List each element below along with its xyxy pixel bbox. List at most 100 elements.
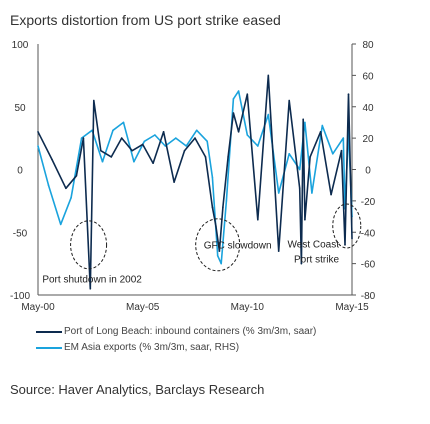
- series-line-em-asia-exports-point: [112, 129, 114, 132]
- series-line-port-long-beach-point: [222, 206, 224, 208]
- series-line-port-long-beach-point: [194, 137, 196, 139]
- chart-axes: 100 50 0 -50 -100 80 60 40 20 0 -20 -40 -60 -80 May-00…: [10, 40, 376, 313]
- y-left-tick-label: 50: [14, 103, 26, 114]
- series-line-port-long-beach-point: [37, 131, 39, 133]
- chart-title: Exports distortion from US port strike e…: [10, 12, 281, 28]
- legend-label-port: Port of Long Beach: inbound containers (…: [64, 326, 317, 337]
- x-tick-label: May-10: [231, 302, 265, 313]
- y-right-tick-label: 20: [362, 134, 374, 145]
- series-line-port-long-beach-point: [246, 93, 249, 95]
- series-line-em-asia-exports-point: [311, 192, 313, 194]
- series-line-port-long-beach-point: [162, 131, 165, 133]
- annotation-label: Port shutdown in 2002: [42, 274, 142, 285]
- series-line-port-long-beach-point: [93, 99, 95, 102]
- annotation-label: West Coast: [288, 239, 340, 250]
- series-line-em-asia-exports-point: [216, 255, 219, 257]
- series-line-port-long-beach-point: [232, 112, 235, 114]
- source-note: Source: Haver Analytics, Barclays Resear…: [10, 382, 265, 397]
- series-line-em-asia-exports-point: [143, 140, 146, 143]
- series-line-port-long-beach-point: [309, 156, 311, 158]
- series-line-port-long-beach-point: [75, 175, 78, 177]
- series-line-port-long-beach-point: [288, 99, 291, 102]
- series-line-em-asia-exports-point: [59, 223, 62, 226]
- series-line-port-long-beach-point: [110, 156, 113, 158]
- series-line-port-long-beach-point: [277, 250, 280, 252]
- highlight-circle: [332, 203, 362, 249]
- series-line-em-asia-exports-point: [122, 121, 125, 124]
- legend-item-em: EM Asia exports (% 3m/3m, saar, RHS): [36, 342, 239, 353]
- x-tick-label: May-00: [21, 302, 55, 313]
- series-line-port-long-beach-point: [131, 149, 133, 152]
- x-tick-label: May-05: [126, 302, 160, 313]
- series-line-em-asia-exports-point: [277, 192, 280, 194]
- legend-swatch-port: [36, 330, 62, 333]
- series-line-port-long-beach-point: [204, 156, 207, 158]
- series-line-port-long-beach-point: [120, 137, 123, 139]
- y-right-tick-label: -80: [361, 291, 376, 302]
- series-line-port-long-beach-point: [237, 131, 240, 133]
- y-right-tick-label: -60: [361, 260, 376, 271]
- y-right-tick-label: 60: [362, 71, 374, 82]
- y-right-tick-label: 80: [362, 40, 374, 51]
- series-line-em-asia-exports-point: [80, 137, 83, 139]
- highlight-circles: [70, 203, 362, 272]
- series-line-em-asia-exports-point: [257, 145, 259, 147]
- series-line-port-long-beach-point: [267, 74, 270, 77]
- series-line-port-long-beach-point: [65, 187, 67, 190]
- series-line-em-asia-exports-point: [70, 196, 72, 199]
- y-left-tick-label: 100: [12, 40, 29, 51]
- series-line-em-asia-exports-point: [237, 90, 240, 92]
- annotation-label: GFC slowdown: [204, 241, 272, 252]
- series-line-em-asia-exports-point: [232, 98, 235, 100]
- series-line-em-asia-exports-point: [288, 153, 291, 155]
- series-line-port-long-beach-point: [298, 187, 301, 190]
- series-line-port-long-beach-point: [347, 93, 350, 95]
- y-right-tick-label: 40: [362, 103, 374, 114]
- series-line-port-long-beach-point: [100, 149, 102, 152]
- series-line-port-long-beach-point: [183, 149, 186, 152]
- series-line-port-long-beach-point: [227, 156, 229, 158]
- chart-annotations: GFC slowdown Port shutdown in 2002 West Co…: [42, 239, 339, 285]
- y-left-tick-label: -50: [13, 228, 28, 239]
- series-line-port-long-beach-point: [152, 162, 154, 164]
- y-right-tick-label: -20: [361, 197, 376, 208]
- annotation-label: Port strike: [294, 254, 339, 265]
- series-line-em-asia-exports-point: [47, 184, 50, 186]
- series-line-em-asia-exports-point: [133, 160, 135, 163]
- series-line-port-long-beach-point: [330, 193, 332, 196]
- legend-swatch-em: [36, 346, 62, 349]
- series-line-em-asia-exports-point: [321, 124, 324, 127]
- y-left-tick-label: -100: [10, 291, 30, 302]
- series-line-em-asia-exports-point: [225, 200, 228, 202]
- series-line-port-long-beach-point: [218, 250, 221, 252]
- series-line-em-asia-exports-point: [298, 168, 301, 171]
- series-line-em-asia-exports-point: [185, 145, 188, 147]
- series-line-em-asia-exports-point: [175, 137, 177, 139]
- legend-item-port: Port of Long Beach: inbound containers (…: [36, 326, 316, 337]
- chart-series: [37, 74, 353, 290]
- series-line-em-asia-exports-point: [101, 160, 104, 163]
- series-line-port-long-beach-point: [141, 143, 144, 146]
- series-line-em-asia-exports-point: [220, 262, 222, 265]
- series-line-port-long-beach-point: [215, 225, 217, 227]
- series-line-em-asia-exports-point: [246, 134, 249, 136]
- series-line-port-long-beach-point: [302, 118, 305, 121]
- series-line-port-long-beach-point: [173, 181, 175, 183]
- series-line-em-asia-exports-point: [332, 153, 334, 155]
- series-line-port-long-beach-point: [340, 149, 343, 152]
- series-line-port-long-beach-point: [257, 218, 259, 221]
- y-right-tick-label: 0: [365, 166, 371, 177]
- y-left-tick-label: 0: [17, 166, 23, 177]
- series-line-em-asia-exports-point: [267, 113, 270, 116]
- series-line-em-asia-exports-point: [37, 145, 39, 147]
- series-line-em-asia-exports-point: [154, 134, 156, 136]
- series-line-port-long-beach-point: [300, 262, 303, 265]
- x-tick-label: May-15: [335, 302, 369, 313]
- series-line-em-asia-exports-point: [342, 137, 345, 139]
- highlight-circle: [195, 218, 241, 272]
- highlight-circle: [70, 220, 108, 270]
- y-right-tick-label: -40: [361, 228, 376, 239]
- series-line-port-long-beach-point: [89, 287, 92, 290]
- series-line-em-asia-exports-point: [206, 140, 208, 143]
